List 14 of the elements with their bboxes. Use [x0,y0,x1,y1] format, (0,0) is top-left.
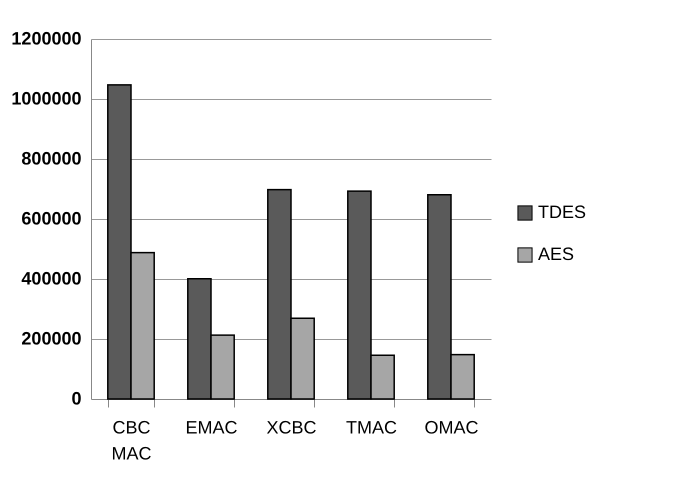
legend-label: TDES [538,202,586,222]
x-tick-label: CBC MAC [112,418,152,464]
y-tick-label: 0 [71,388,82,408]
y-tick-label: 1200000 [11,28,82,48]
y-tick-label: 800000 [21,148,82,168]
x-tick-label: XCBC [266,418,317,438]
y-tick-label: 400000 [21,268,82,288]
x-tick-label: TMAC [346,418,397,438]
x-tick-label: EMAC [185,418,238,438]
y-tick-label: 200000 [21,328,82,348]
legend-label: AES [538,244,574,264]
y-tick-label: 600000 [21,208,82,228]
y-tick-label: 1000000 [11,88,82,108]
x-tick-label: OMAC [424,418,478,438]
